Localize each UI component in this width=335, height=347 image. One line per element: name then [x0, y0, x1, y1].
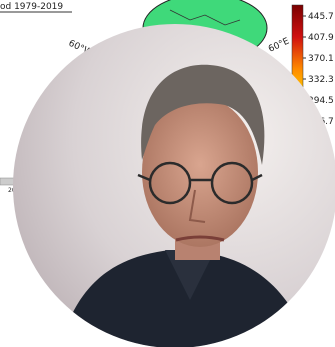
colorbar-label: 407.9 [308, 33, 334, 43]
map-label: 60°E [267, 36, 291, 54]
colorbar-label: 445.7 [308, 12, 334, 22]
profile-photo [0, 0, 335, 347]
colorbar-label: 370.1 [308, 54, 334, 64]
colorbar-label: 332.3 [308, 75, 334, 85]
title: od 1979-2019 [0, 2, 63, 12]
screenshot: od 1979-2019 60°W 60°E 445.7407.9370.133… [0, 0, 335, 347]
